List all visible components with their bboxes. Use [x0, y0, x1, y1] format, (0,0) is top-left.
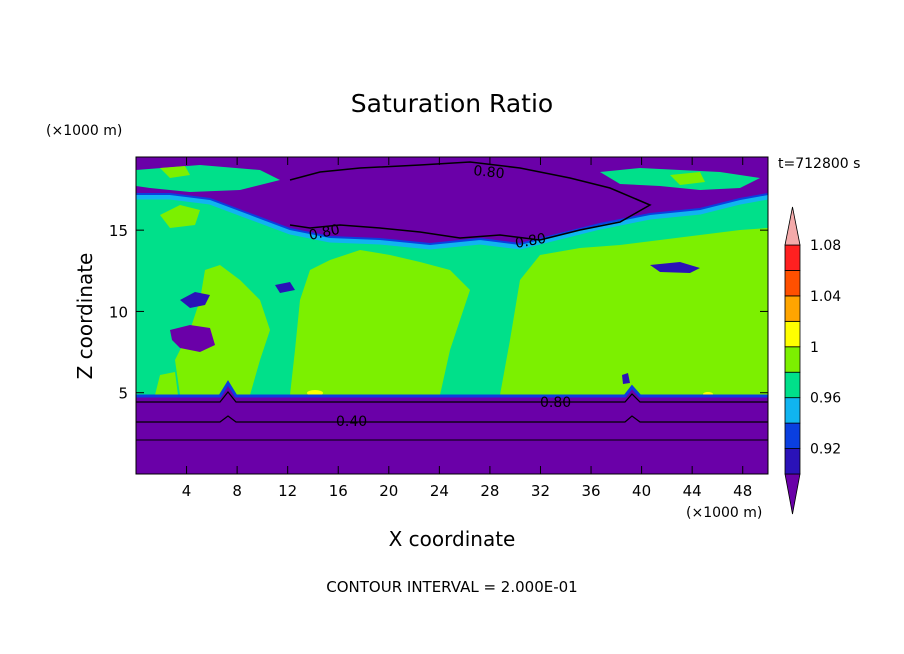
field-moist-left: [175, 265, 270, 395]
colorbar-swatch: [784, 244, 801, 271]
x-tick-label: 8: [232, 482, 242, 500]
colorbar-swatch: [784, 448, 801, 475]
field-lower-fringe: [136, 380, 768, 398]
contour-label: 0.80: [473, 163, 506, 182]
contour-line-lower-1: [136, 391, 768, 403]
colorbar-label: 1: [810, 340, 819, 356]
colorbar-lower-extension: [784, 473, 801, 515]
contour-label: 0.80: [540, 395, 571, 411]
field-pocket-right-2: [622, 373, 630, 384]
x-tick-label: 24: [430, 482, 449, 500]
x-tick-label: 16: [329, 482, 348, 500]
y-axis: 5 10 15: [109, 222, 768, 403]
y-axis-label: Z coordinate: [73, 253, 97, 380]
field-pocket-left: [170, 325, 215, 352]
x-axis: 4 8 12 16 20 24 28 32 36 40 44 48: [182, 157, 752, 500]
field-lower-dry: [136, 384, 768, 474]
x-unit-label: (×1000 m): [686, 505, 762, 521]
colorbar-swatch: [784, 346, 801, 373]
contour-label: 0.80: [514, 231, 547, 252]
x-tick-label: 48: [733, 482, 752, 500]
x-tick-label: 36: [581, 482, 600, 500]
colorbar-label: 1.04: [810, 289, 841, 305]
contour-label: 0.80: [308, 222, 342, 244]
field-pocket-right: [650, 262, 700, 273]
contour-label: 0.40: [336, 414, 367, 430]
field-moist-small-2: [160, 205, 200, 228]
colorbar-swatch: [784, 295, 801, 322]
y-tick-label: 15: [109, 222, 128, 240]
field-upper-fringe-2: [136, 193, 768, 246]
contour-line-lower-2: [136, 415, 768, 423]
contour-line-upper: [289, 161, 652, 241]
contour-field: 0.80 0.80 0.80 0.80 0.40: [136, 157, 768, 474]
field-upper-fringe: [136, 194, 768, 250]
x-tick-label: 4: [182, 482, 192, 500]
colorbar-label: 0.96: [810, 391, 841, 407]
colorbar-swatch: [784, 270, 801, 297]
colorbar: 1.08 1.04 1 0.96 0.92: [784, 206, 841, 515]
colorbar-swatch: [784, 320, 801, 348]
chart-title: Saturation Ratio: [351, 89, 553, 118]
colorbar-upper-extension: [784, 206, 801, 246]
field-pocket-left-2: [180, 292, 210, 308]
colorbar-label: 1.08: [810, 238, 841, 254]
field-pocket-left-3: [275, 282, 295, 293]
x-tick-label: 12: [278, 482, 297, 500]
colorbar-label: 0.92: [810, 442, 841, 458]
x-tick-label: 28: [480, 482, 499, 500]
time-label: t=712800 s: [778, 156, 860, 172]
field-moist-right: [500, 228, 768, 395]
field-moist-small-3: [340, 298, 365, 322]
x-tick-label: 20: [379, 482, 398, 500]
colorbar-swatch: [784, 422, 801, 449]
colorbar-swatch: [784, 371, 801, 399]
y-unit-label: (×1000 m): [46, 123, 122, 139]
field-moist-small-1: [155, 372, 178, 395]
contour-interval-footer: CONTOUR INTERVAL = 2.000E-01: [326, 578, 577, 596]
x-axis-label: X coordinate: [389, 527, 516, 551]
x-tick-label: 44: [683, 482, 702, 500]
y-tick-label: 10: [109, 303, 128, 321]
x-tick-label: 32: [531, 482, 550, 500]
plot-frame: [135, 156, 769, 475]
field-moist-center: [290, 250, 470, 395]
field-upper-island-3: [160, 166, 190, 178]
x-tick-label: 40: [632, 482, 651, 500]
y-tick-label: 5: [118, 385, 128, 403]
field-upper-island-4: [670, 172, 705, 185]
colorbar-swatch: [784, 397, 801, 424]
